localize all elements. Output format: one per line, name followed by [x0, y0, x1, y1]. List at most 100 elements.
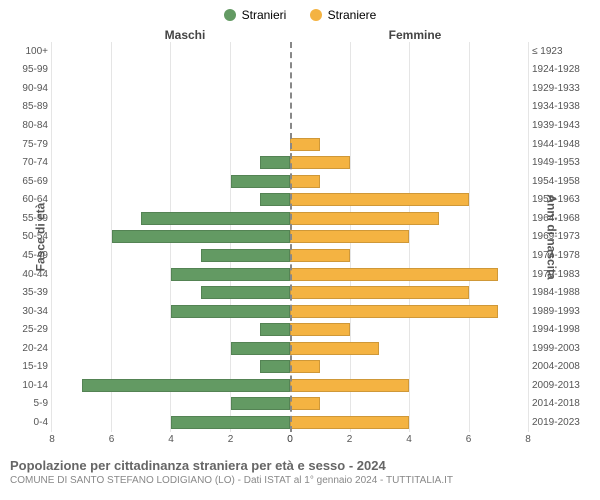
- male-bar: [112, 230, 291, 243]
- year-labels-column: ≤ 19231924-19281929-19331934-19381939-19…: [528, 42, 590, 432]
- male-bar: [171, 416, 290, 429]
- pyramid-chart: Fasce di età Anni di nascita 100+95-9990…: [10, 42, 590, 432]
- footer-subtitle: COMUNE DI SANTO STEFANO LODIGIANO (LO) -…: [10, 475, 590, 486]
- year-label: ≤ 1923: [528, 42, 590, 61]
- male-bar-row: [52, 302, 290, 321]
- x-tick: 8: [49, 434, 55, 445]
- legend-swatch-female: [310, 9, 322, 21]
- male-bar-row: [52, 61, 290, 80]
- female-bar-row: [290, 135, 528, 154]
- female-bar: [290, 230, 409, 243]
- age-label: 10-14: [10, 376, 52, 395]
- legend: Stranieri Straniere: [10, 8, 590, 24]
- year-label: 1964-1968: [528, 209, 590, 228]
- male-bar-row: [52, 98, 290, 117]
- female-bars-column: [290, 42, 528, 432]
- female-bar-row: [290, 228, 528, 247]
- x-axis-ticks: 02468 02468: [10, 434, 590, 452]
- male-bar-row: [52, 135, 290, 154]
- x-tick: 4: [406, 434, 412, 445]
- year-label: 1969-1973: [528, 228, 590, 247]
- male-bar-row: [52, 413, 290, 432]
- x-tick: 0: [287, 434, 293, 445]
- year-label: 1999-2003: [528, 339, 590, 358]
- year-label: 1944-1948: [528, 135, 590, 154]
- male-bar-row: [52, 209, 290, 228]
- male-bars-column: [52, 42, 290, 432]
- legend-item-female: Straniere: [310, 8, 377, 22]
- age-label: 5-9: [10, 395, 52, 414]
- x-ticks-male: 02468: [52, 434, 290, 452]
- male-bar-row: [52, 116, 290, 135]
- male-bar: [171, 305, 290, 318]
- year-label: 1949-1953: [528, 153, 590, 172]
- year-label: 2014-2018: [528, 395, 590, 414]
- age-label: 20-24: [10, 339, 52, 358]
- female-bar: [290, 305, 498, 318]
- male-bar-row: [52, 376, 290, 395]
- year-label: 2009-2013: [528, 376, 590, 395]
- male-bar: [82, 379, 290, 392]
- age-label: 95-99: [10, 61, 52, 80]
- age-label: 0-4: [10, 413, 52, 432]
- female-bar: [290, 138, 320, 151]
- female-bar-row: [290, 265, 528, 284]
- female-bar: [290, 156, 350, 169]
- female-bar-row: [290, 191, 528, 210]
- age-label: 85-89: [10, 98, 52, 117]
- male-bar-row: [52, 320, 290, 339]
- age-label: 35-39: [10, 283, 52, 302]
- male-bar-row: [52, 358, 290, 377]
- female-bar-row: [290, 172, 528, 191]
- x-tick: 4: [168, 434, 174, 445]
- year-label: 1984-1988: [528, 283, 590, 302]
- female-bar-row: [290, 320, 528, 339]
- female-bar: [290, 212, 439, 225]
- male-bar-row: [52, 191, 290, 210]
- male-bar: [171, 268, 290, 281]
- footer-title: Popolazione per cittadinanza straniera p…: [10, 458, 590, 473]
- female-bar-row: [290, 339, 528, 358]
- female-bar: [290, 175, 320, 188]
- female-bar-row: [290, 376, 528, 395]
- female-bar: [290, 397, 320, 410]
- female-bar-row: [290, 209, 528, 228]
- year-label: 1989-1993: [528, 302, 590, 321]
- year-label: 2004-2008: [528, 358, 590, 377]
- x-ticks-female: 02468: [290, 434, 528, 452]
- female-bar: [290, 249, 350, 262]
- female-bar-row: [290, 395, 528, 414]
- male-bar: [201, 286, 290, 299]
- female-bar: [290, 286, 469, 299]
- year-label: 1979-1983: [528, 265, 590, 284]
- age-label: 90-94: [10, 79, 52, 98]
- legend-swatch-male: [224, 9, 236, 21]
- male-bar: [260, 323, 290, 336]
- age-label: 30-34: [10, 302, 52, 321]
- female-bar: [290, 379, 409, 392]
- year-label: 1954-1958: [528, 172, 590, 191]
- male-bar: [260, 193, 290, 206]
- year-label: 1959-1963: [528, 191, 590, 210]
- female-bar-row: [290, 358, 528, 377]
- year-label: 1974-1978: [528, 246, 590, 265]
- female-bar-row: [290, 79, 528, 98]
- male-bar-row: [52, 246, 290, 265]
- x-tick: 2: [347, 434, 353, 445]
- male-bar-row: [52, 265, 290, 284]
- female-bar: [290, 193, 469, 206]
- female-bar: [290, 268, 498, 281]
- column-headers: Maschi Femmine: [10, 28, 590, 42]
- chart-footer: Popolazione per cittadinanza straniera p…: [10, 458, 590, 486]
- age-label: 75-79: [10, 135, 52, 154]
- age-label: 80-84: [10, 116, 52, 135]
- x-tick: 6: [109, 434, 115, 445]
- male-bar: [260, 360, 290, 373]
- male-bar: [201, 249, 290, 262]
- year-label: 2019-2023: [528, 413, 590, 432]
- age-label: 15-19: [10, 358, 52, 377]
- female-bar-row: [290, 116, 528, 135]
- year-label: 1939-1943: [528, 116, 590, 135]
- male-bar: [231, 175, 291, 188]
- y-axis-title-left: Fasce di età: [33, 203, 47, 272]
